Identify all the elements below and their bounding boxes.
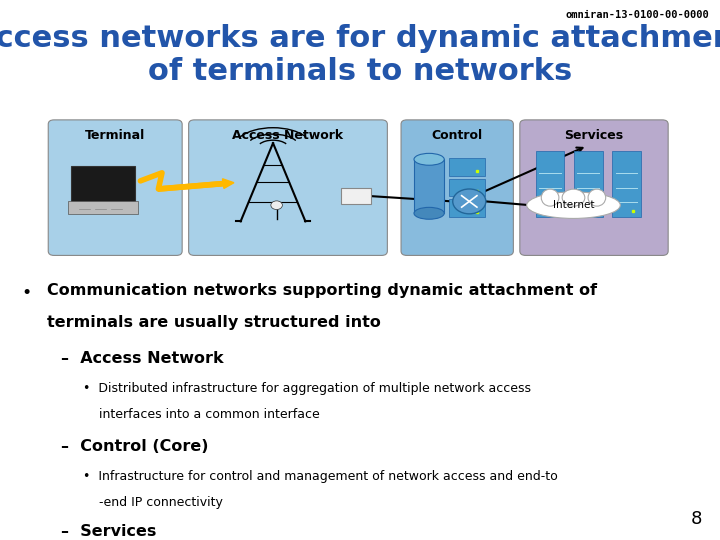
Text: •: • (22, 284, 32, 301)
FancyBboxPatch shape (414, 159, 444, 213)
Ellipse shape (527, 192, 621, 218)
Text: Services: Services (564, 129, 624, 141)
FancyBboxPatch shape (449, 158, 485, 176)
Text: Communication networks supporting dynamic attachment of: Communication networks supporting dynami… (47, 284, 597, 299)
Text: •  Distributed infrastructure for aggregation of multiple network access: • Distributed infrastructure for aggrega… (83, 382, 531, 395)
Text: –  Services: – Services (61, 524, 156, 539)
FancyBboxPatch shape (401, 120, 513, 255)
FancyBboxPatch shape (48, 120, 182, 255)
FancyBboxPatch shape (68, 201, 138, 214)
Text: interfaces into a common interface: interfaces into a common interface (83, 408, 320, 421)
Ellipse shape (414, 207, 444, 219)
Text: Access Network: Access Network (233, 129, 343, 141)
FancyArrow shape (158, 179, 234, 191)
Text: Internet: Internet (553, 200, 594, 210)
Text: –  Access Network: – Access Network (61, 351, 224, 366)
Text: terminals are usually structured into: terminals are usually structured into (47, 315, 381, 330)
Ellipse shape (541, 189, 559, 206)
Text: –  Control (Core): – Control (Core) (61, 439, 209, 454)
Ellipse shape (588, 189, 606, 206)
Text: Access networks are for dynamic attachment: Access networks are for dynamic attachme… (0, 24, 720, 53)
FancyBboxPatch shape (71, 166, 135, 204)
Circle shape (453, 189, 486, 214)
Circle shape (271, 201, 282, 210)
FancyBboxPatch shape (189, 120, 387, 255)
FancyBboxPatch shape (612, 151, 641, 217)
Text: Control: Control (431, 129, 483, 141)
Ellipse shape (414, 153, 444, 165)
FancyBboxPatch shape (536, 151, 564, 217)
FancyBboxPatch shape (341, 188, 371, 204)
FancyBboxPatch shape (449, 199, 485, 217)
Text: Terminal: Terminal (85, 129, 145, 141)
Text: 8: 8 (690, 510, 702, 528)
FancyBboxPatch shape (520, 120, 668, 255)
FancyBboxPatch shape (449, 179, 485, 196)
FancyBboxPatch shape (574, 151, 603, 217)
Text: omniran-13-0100-00-0000: omniran-13-0100-00-0000 (565, 10, 709, 20)
Ellipse shape (562, 189, 585, 206)
Text: of terminals to networks: of terminals to networks (148, 57, 572, 86)
Text: -end IP connectivity: -end IP connectivity (83, 496, 222, 509)
Text: •  Infrastructure for control and management of network access and end-to: • Infrastructure for control and managem… (83, 470, 557, 483)
